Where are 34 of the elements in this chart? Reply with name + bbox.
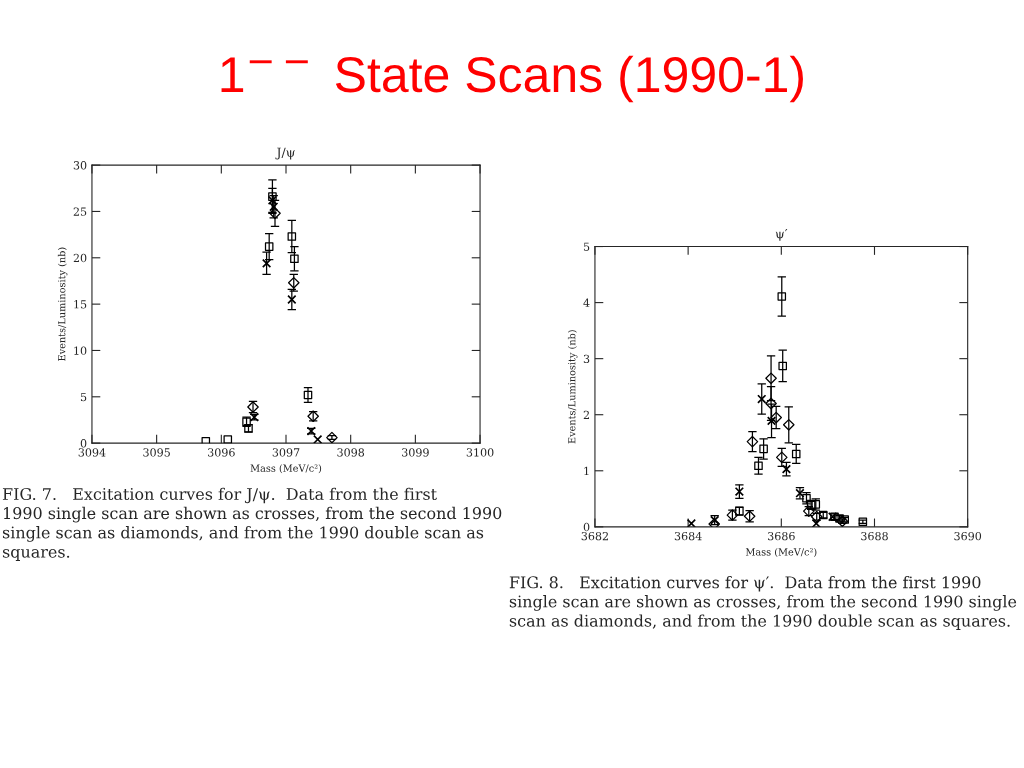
x-axis-title: Mass (MeV/c²) [250, 464, 322, 474]
x-tick-label: 3100 [466, 448, 494, 457]
chart-title: ψ′ [775, 229, 788, 241]
y-tick-label: 0 [583, 522, 590, 532]
x-tick-label: 3099 [402, 448, 429, 457]
x-tick-label: 3098 [337, 448, 365, 457]
y-axis-title: Events/Luminosity (nb) [57, 247, 68, 361]
y-tick-label: 2 [583, 410, 589, 419]
x-tick-label: 3094 [78, 448, 106, 457]
y-tick-label: 25 [73, 207, 87, 216]
x-tick-label: 3097 [272, 448, 300, 457]
x-tick-label: 3682 [581, 531, 608, 541]
y-tick-label: 4 [583, 298, 590, 307]
y-tick-label: 15 [74, 300, 87, 309]
x-axis-title: Mass (MeV/c²) [745, 548, 817, 557]
y-tick-label: 0 [80, 439, 87, 448]
y-tick-label: 3 [583, 354, 590, 364]
y-axis-title: Events/Luminosity (nb) [567, 330, 578, 444]
x-tick-label: 3686 [768, 531, 795, 541]
x-tick-label: 3684 [674, 531, 702, 541]
caption: FIG. 7. Excitation curves for J/ψ. Data from the first 1990 single scan are shown as crosses, from the second 1990 single scan as diamonds, and from the 1990 double scan as squares. [2, 487, 502, 561]
y-tick-label: 30 [73, 161, 87, 170]
y-tick-label: 5 [583, 242, 590, 251]
y-tick-label: 5 [80, 392, 87, 402]
y-tick-label: 1 [584, 466, 589, 476]
x-tick-label: 3096 [208, 448, 235, 457]
caption: FIG. 8. Excitation curves for ψ′. Data from the first 1990 single scan are shown as crosses, from the second 1990 single scan as diamonds, and from the 1990 double scan as squares. [509, 576, 1017, 630]
chart-title: J/ψ [275, 147, 295, 160]
x-tick-label: 3095 [143, 448, 170, 457]
x-tick-label: 3688 [861, 531, 888, 541]
y-tick-label: 10 [74, 346, 87, 355]
y-tick-label: 20 [73, 253, 87, 263]
text: 1$^{−−}$ State Scans (1990-1) [221, 55, 803, 103]
x-tick-label: 3690 [954, 531, 982, 541]
